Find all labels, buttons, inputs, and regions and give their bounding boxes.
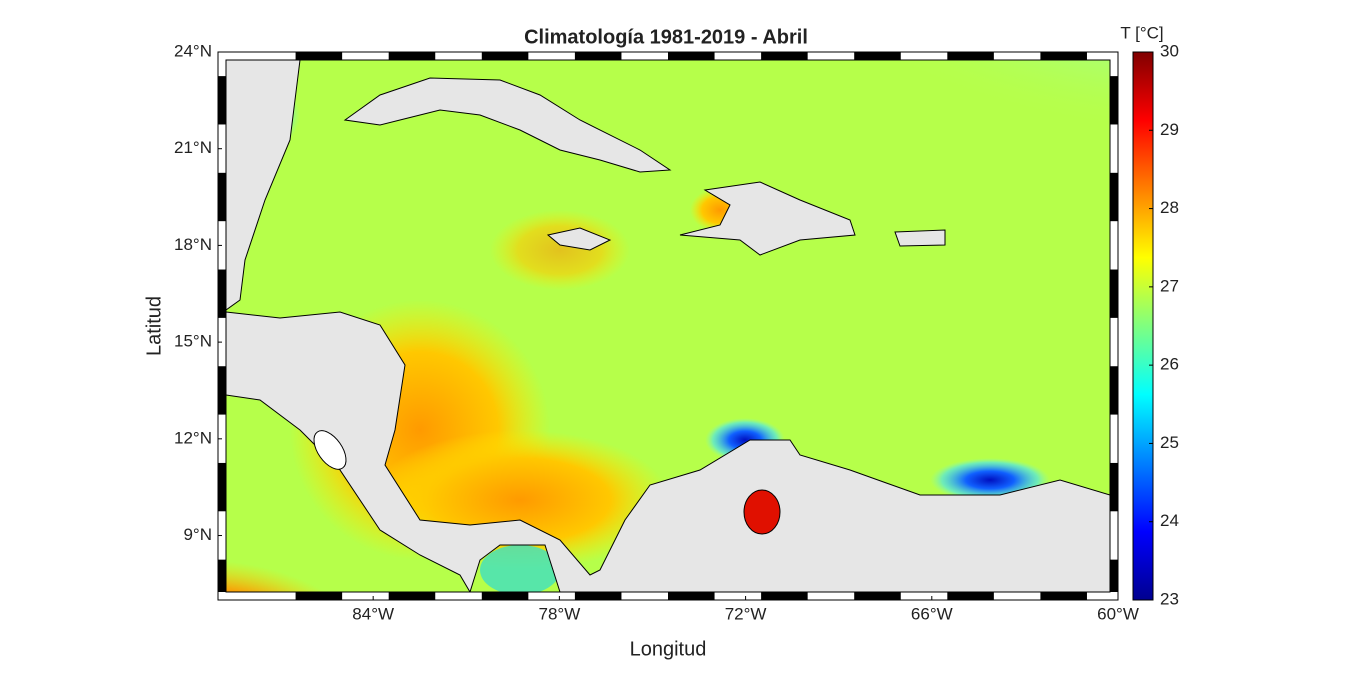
colorbar-tick-label: 23 (1160, 589, 1179, 608)
colorbar-tick-label: 27 (1160, 276, 1179, 295)
frame-segment (218, 559, 226, 592)
frame-segment (1110, 269, 1118, 318)
frame-segment (1110, 366, 1118, 415)
frame-segment (947, 592, 994, 600)
colorbar (1133, 52, 1153, 600)
x-tick-label: 72°W (725, 604, 767, 623)
frame-segment (668, 52, 715, 60)
frame-segment (761, 592, 808, 600)
frame-segment (574, 592, 622, 600)
land (226, 60, 1110, 592)
colorbar-tick-label: 28 (1160, 198, 1179, 217)
colorbar-tick-label: 25 (1160, 433, 1179, 452)
y-tick-label: 21°N (174, 138, 212, 157)
y-axis-label: Latitud (143, 296, 165, 356)
frame-segment (388, 592, 436, 600)
colorbar-frame (1132, 51, 1154, 601)
frame-segment (295, 52, 343, 60)
y-tick-label: 12°N (174, 428, 212, 447)
colorbar-tick-label: 24 (1160, 511, 1179, 530)
colorbar-tick-label: 26 (1160, 355, 1179, 374)
colorbar-label: T [°C] (1120, 23, 1163, 42)
frame-segment (218, 76, 226, 125)
frame-segment (1110, 559, 1118, 592)
frame-segment (218, 462, 226, 512)
frame-segment (295, 592, 343, 600)
frame-segment (574, 52, 622, 60)
frame-segment (1110, 76, 1118, 125)
frame-segment (1110, 172, 1118, 222)
frame-segment (1040, 592, 1087, 600)
frame-segment (388, 52, 436, 60)
frame-segment (1110, 462, 1118, 512)
x-tick-label: 78°W (538, 604, 580, 623)
frame-segment (481, 52, 529, 60)
x-tick-label: 66°W (911, 604, 953, 623)
frame-segment (218, 366, 226, 415)
frame-segment (1040, 52, 1087, 60)
y-tick-label: 9°N (183, 525, 212, 544)
frame-segment (947, 52, 994, 60)
x-tick-label: 84°W (352, 604, 394, 623)
colorbar-tick-label: 29 (1160, 120, 1179, 139)
y-tick-label: 15°N (174, 332, 212, 351)
frame-segment (481, 592, 529, 600)
frame-segment (218, 172, 226, 222)
colorbar-tick-label: 30 (1160, 41, 1179, 60)
chart-title: Climatología 1981-2019 - Abril (524, 26, 808, 48)
x-tick-label: 60°W (1097, 604, 1139, 623)
frame-segment (854, 52, 901, 60)
frame-segment (854, 592, 901, 600)
y-tick-label: 18°N (174, 235, 212, 254)
frame-segment (218, 269, 226, 318)
frame-segment (761, 52, 808, 60)
frame-segment (668, 592, 715, 600)
y-tick-label: 24°N (174, 41, 212, 60)
x-axis-label: Longitud (630, 638, 707, 660)
